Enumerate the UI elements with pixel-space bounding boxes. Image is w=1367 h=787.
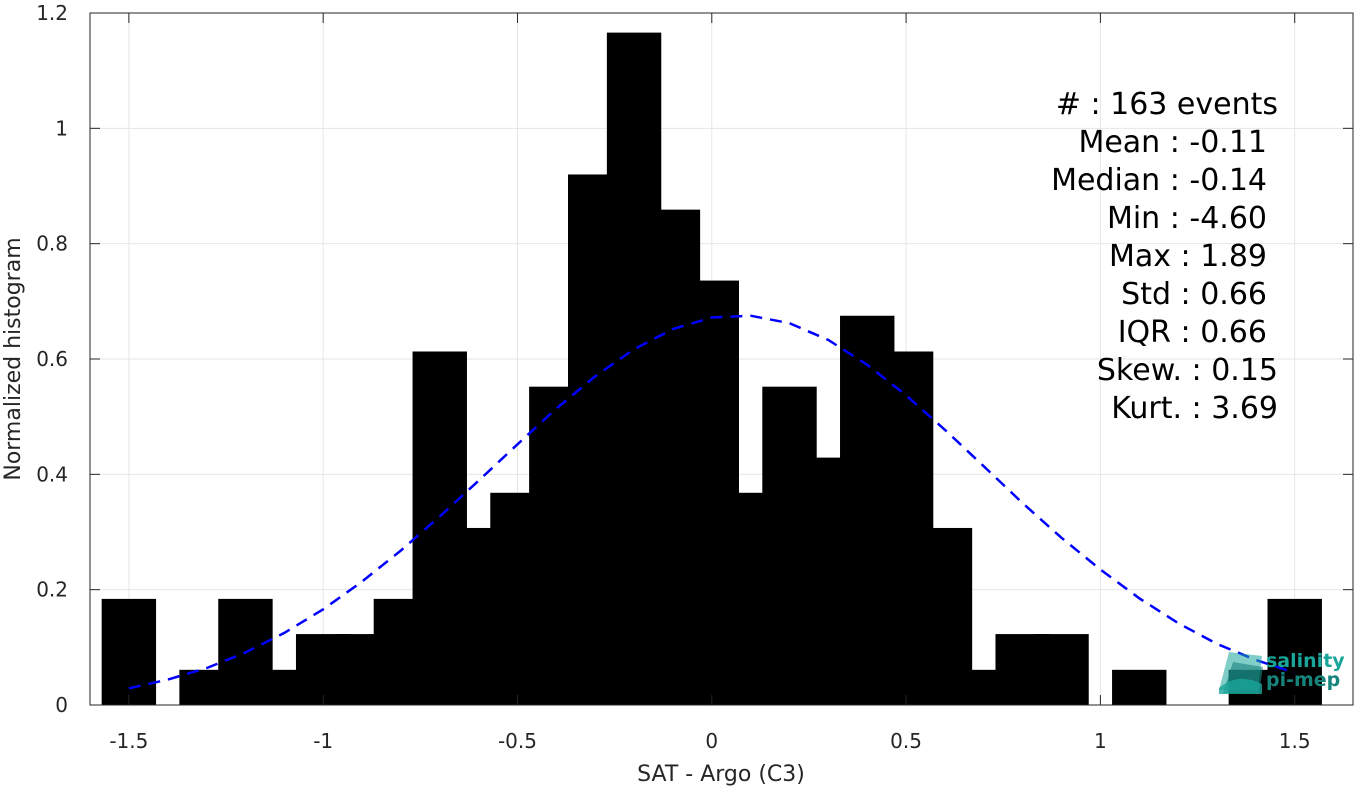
histogram-bar [1034, 634, 1089, 705]
x-tick-label: 0.5 [890, 729, 922, 753]
histogram-bar [1112, 669, 1167, 705]
salinity-pimep-logo: salinity pi-mep [1219, 650, 1345, 694]
x-tick-label: -0.5 [498, 729, 537, 753]
stats-line: Min : -4.60 [1107, 201, 1267, 236]
stats-line: Skew. : 0.15 [1097, 353, 1278, 388]
x-tick-label: 0 [705, 729, 718, 753]
y-tick-labels: 0 0.2 0.4 0.6 0.8 1 1.2 [36, 1, 68, 717]
y-tick-label: 0 [55, 693, 68, 717]
normal-fit-curve [128, 314, 1296, 690]
y-tick-label: 0.4 [36, 462, 68, 486]
y-tick-label: 1 [55, 116, 68, 140]
x-tick-labels: -1.5 -1 -0.5 0 0.5 1 1.5 [109, 729, 1310, 753]
y-tick-label: 0.6 [36, 347, 68, 371]
x-tick-label: -1.5 [109, 729, 148, 753]
logo-line2: pi-mep [1266, 669, 1340, 691]
histogram-bars [101, 32, 1322, 706]
stats-line: Kurt. : 3.69 [1111, 391, 1278, 426]
histogram-bar [1267, 598, 1322, 705]
stats-line: Std : 0.66 [1121, 277, 1267, 312]
x-tick-label: -1 [313, 729, 333, 753]
stats-line: Median : -0.14 [1051, 163, 1267, 198]
fit-line [128, 314, 1296, 690]
y-tick-label: 0.8 [36, 232, 68, 256]
y-tick-label: 0.2 [36, 578, 68, 602]
stats-line: Mean : -0.11 [1078, 125, 1267, 160]
histogram-bar [101, 598, 157, 705]
stats-line: # : 163 events [1056, 87, 1278, 122]
y-axis-label: Normalized histogram [1, 237, 26, 480]
y-tick-label: 1.2 [36, 1, 68, 25]
logo-wave-icon [1219, 652, 1263, 694]
stats-line: IQR : 0.66 [1118, 315, 1267, 350]
x-axis-label: SAT - Argo (C3) [637, 762, 805, 787]
x-tick-label: 1.5 [1279, 729, 1311, 753]
x-tick-label: 1 [1094, 729, 1107, 753]
logo-line1: salinity [1266, 650, 1345, 672]
stats-line: Max : 1.89 [1109, 239, 1267, 274]
axis-ticks [90, 12, 1353, 706]
